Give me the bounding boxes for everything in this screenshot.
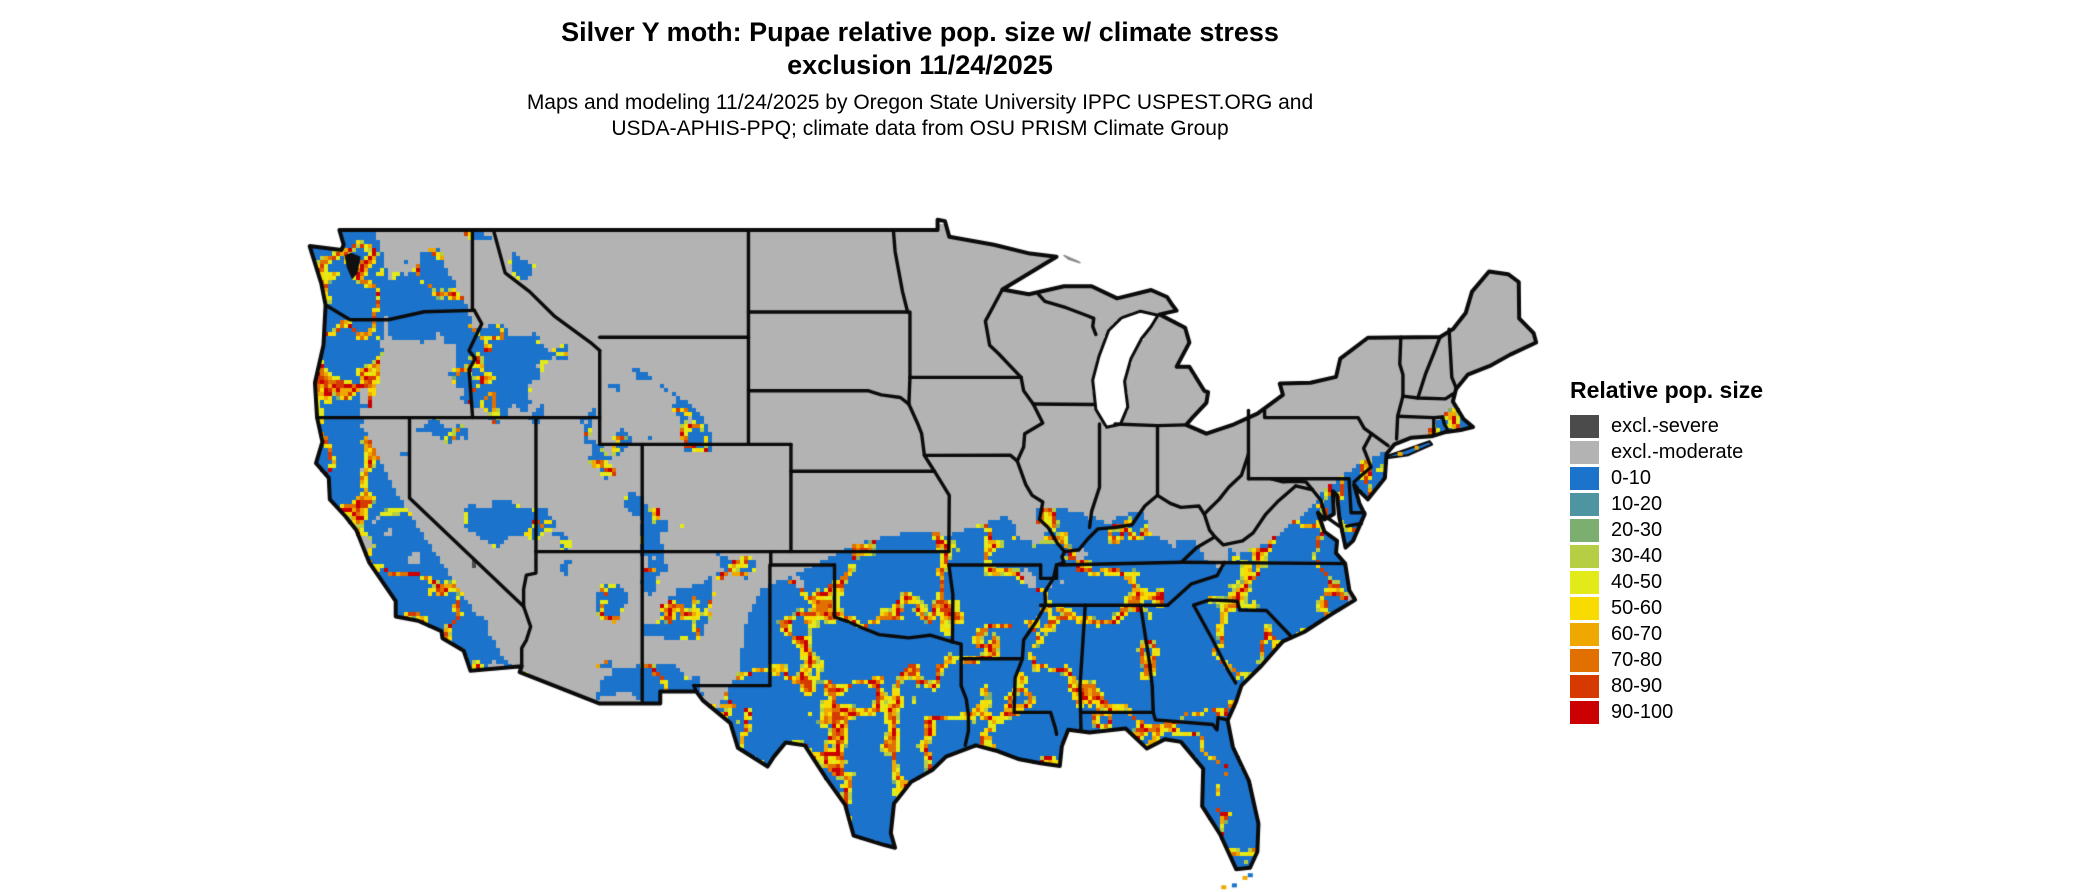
legend-row: 80-90 [1570, 675, 1763, 698]
legend-label: excl.-severe [1611, 415, 1719, 437]
legend-row: 10-20 [1570, 493, 1763, 516]
legend-swatch [1570, 571, 1599, 594]
legend-row: 0-10 [1570, 467, 1763, 490]
legend-swatch [1570, 675, 1599, 698]
legend-title: Relative pop. size [1570, 377, 1764, 403]
page-title: Silver Y moth: Pupae relative pop. size … [0, 16, 1840, 82]
page-title-line1: Silver Y moth: Pupae relative pop. size … [561, 17, 1279, 47]
legend-label: excl.-moderate [1611, 441, 1744, 463]
page-title-line2: exclusion 11/24/2025 [787, 50, 1053, 80]
page-subtitle-line2: USDA-APHIS-PPQ; climate data from OSU PR… [611, 117, 1229, 140]
legend-swatch [1570, 545, 1599, 568]
page-subtitle: Maps and modeling 11/24/2025 by Oregon S… [0, 90, 1840, 142]
legend-label: 30-40 [1611, 545, 1663, 567]
legend-swatch [1570, 493, 1599, 516]
legend-swatch [1570, 701, 1599, 724]
legend-label: 20-30 [1611, 519, 1663, 541]
legend-label: 50-60 [1611, 597, 1663, 619]
legend-swatch [1570, 415, 1599, 438]
legend-row: excl.-moderate [1570, 441, 1763, 464]
legend-row: 70-80 [1570, 649, 1763, 672]
legend-entries: excl.-severe excl.-moderate 0-10 10-20 20-30… [1570, 415, 1763, 724]
legend-swatch [1570, 519, 1599, 542]
legend-swatch [1570, 597, 1599, 620]
legend-label: 40-50 [1611, 571, 1663, 593]
legend-label: 90-100 [1611, 701, 1674, 723]
legend-row: 50-60 [1570, 597, 1763, 620]
legend-label: 70-80 [1611, 649, 1663, 671]
legend-label: 10-20 [1611, 493, 1663, 515]
legend-row: 90-100 [1570, 701, 1763, 724]
legend-row: 30-40 [1570, 545, 1763, 568]
legend-row: excl.-severe [1570, 415, 1763, 438]
legend-row: 40-50 [1570, 571, 1763, 594]
legend-label: 0-10 [1611, 467, 1652, 489]
legend: Relative pop. size excl.-severe excl.-mod… [1570, 378, 1763, 727]
legend-label: 80-90 [1611, 675, 1663, 697]
legend-swatch [1570, 441, 1599, 464]
legend-label: 60-70 [1611, 623, 1663, 645]
legend-swatch [1570, 649, 1599, 672]
legend-swatch [1570, 467, 1599, 490]
legend-swatch [1570, 623, 1599, 646]
page-subtitle-line1: Maps and modeling 11/24/2025 by Oregon S… [526, 91, 1314, 114]
legend-row: 20-30 [1570, 519, 1763, 542]
legend-row: 60-70 [1570, 623, 1763, 646]
